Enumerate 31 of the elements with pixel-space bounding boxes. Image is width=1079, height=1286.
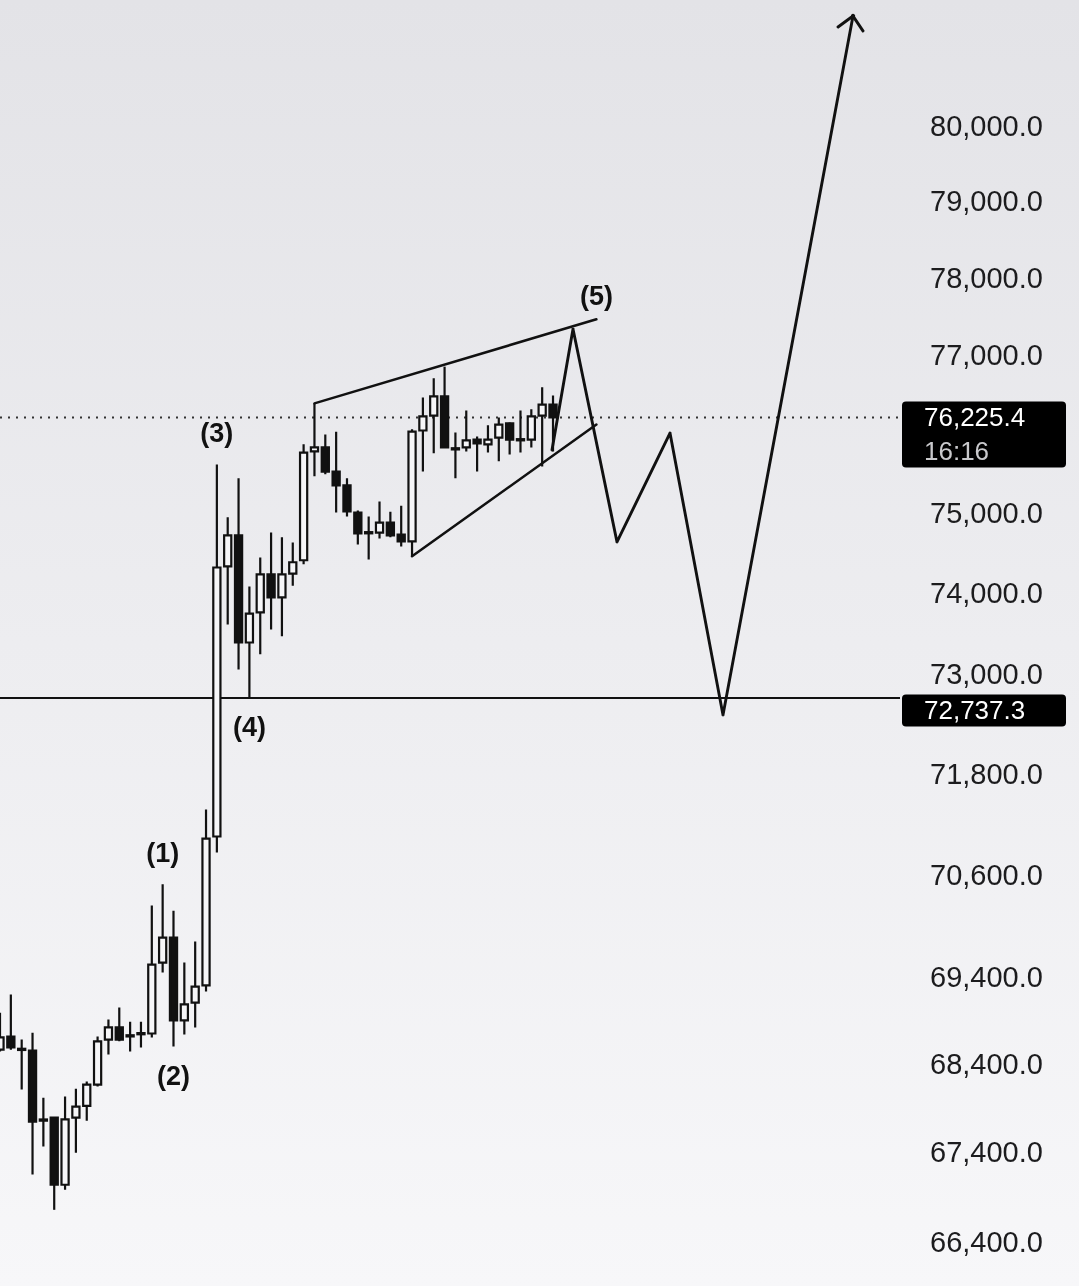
y-tick-label: 69,400.0 [930,961,1043,994]
y-tick-label: 74,000.0 [930,576,1043,609]
candlestick [190,940,200,1029]
y-tick-label: 78,000.0 [930,261,1043,294]
y-tick-label: 77,000.0 [930,338,1043,371]
ref-line-label: 72,737.3 [924,694,1026,725]
candlestick [515,409,526,454]
candlestick [103,1018,114,1056]
y-tick-label: 66,400.0 [930,1226,1043,1258]
y-tick-label: 71,800.0 [930,757,1043,790]
candlestick [450,431,461,480]
ref-line-label: 76,225.4 16:16 [924,401,1026,466]
y-tick-label: 75,000.0 [930,496,1043,529]
y-tick-label: 68,400.0 [930,1048,1043,1081]
y-tick-label: 73,000.0 [930,658,1043,691]
y-tick-label: 67,400.0 [930,1136,1043,1169]
y-tick-label: 70,600.0 [930,858,1043,891]
candlestick [374,500,385,540]
annotation: (5) [579,281,613,312]
candlestick [233,477,244,671]
annotation: (4) [232,711,266,742]
candlestick [27,1031,38,1176]
candlestick [157,883,168,974]
candlestick [168,909,179,1048]
y-tick-label: 80,000.0 [930,110,1043,142]
annotation: (1) [146,838,180,869]
annotation: (3) [200,418,234,449]
y-tick-label: 79,000.0 [930,185,1043,218]
candlestick [38,1096,49,1148]
annotation: (2) [156,1060,190,1091]
candlestick [179,961,190,1036]
